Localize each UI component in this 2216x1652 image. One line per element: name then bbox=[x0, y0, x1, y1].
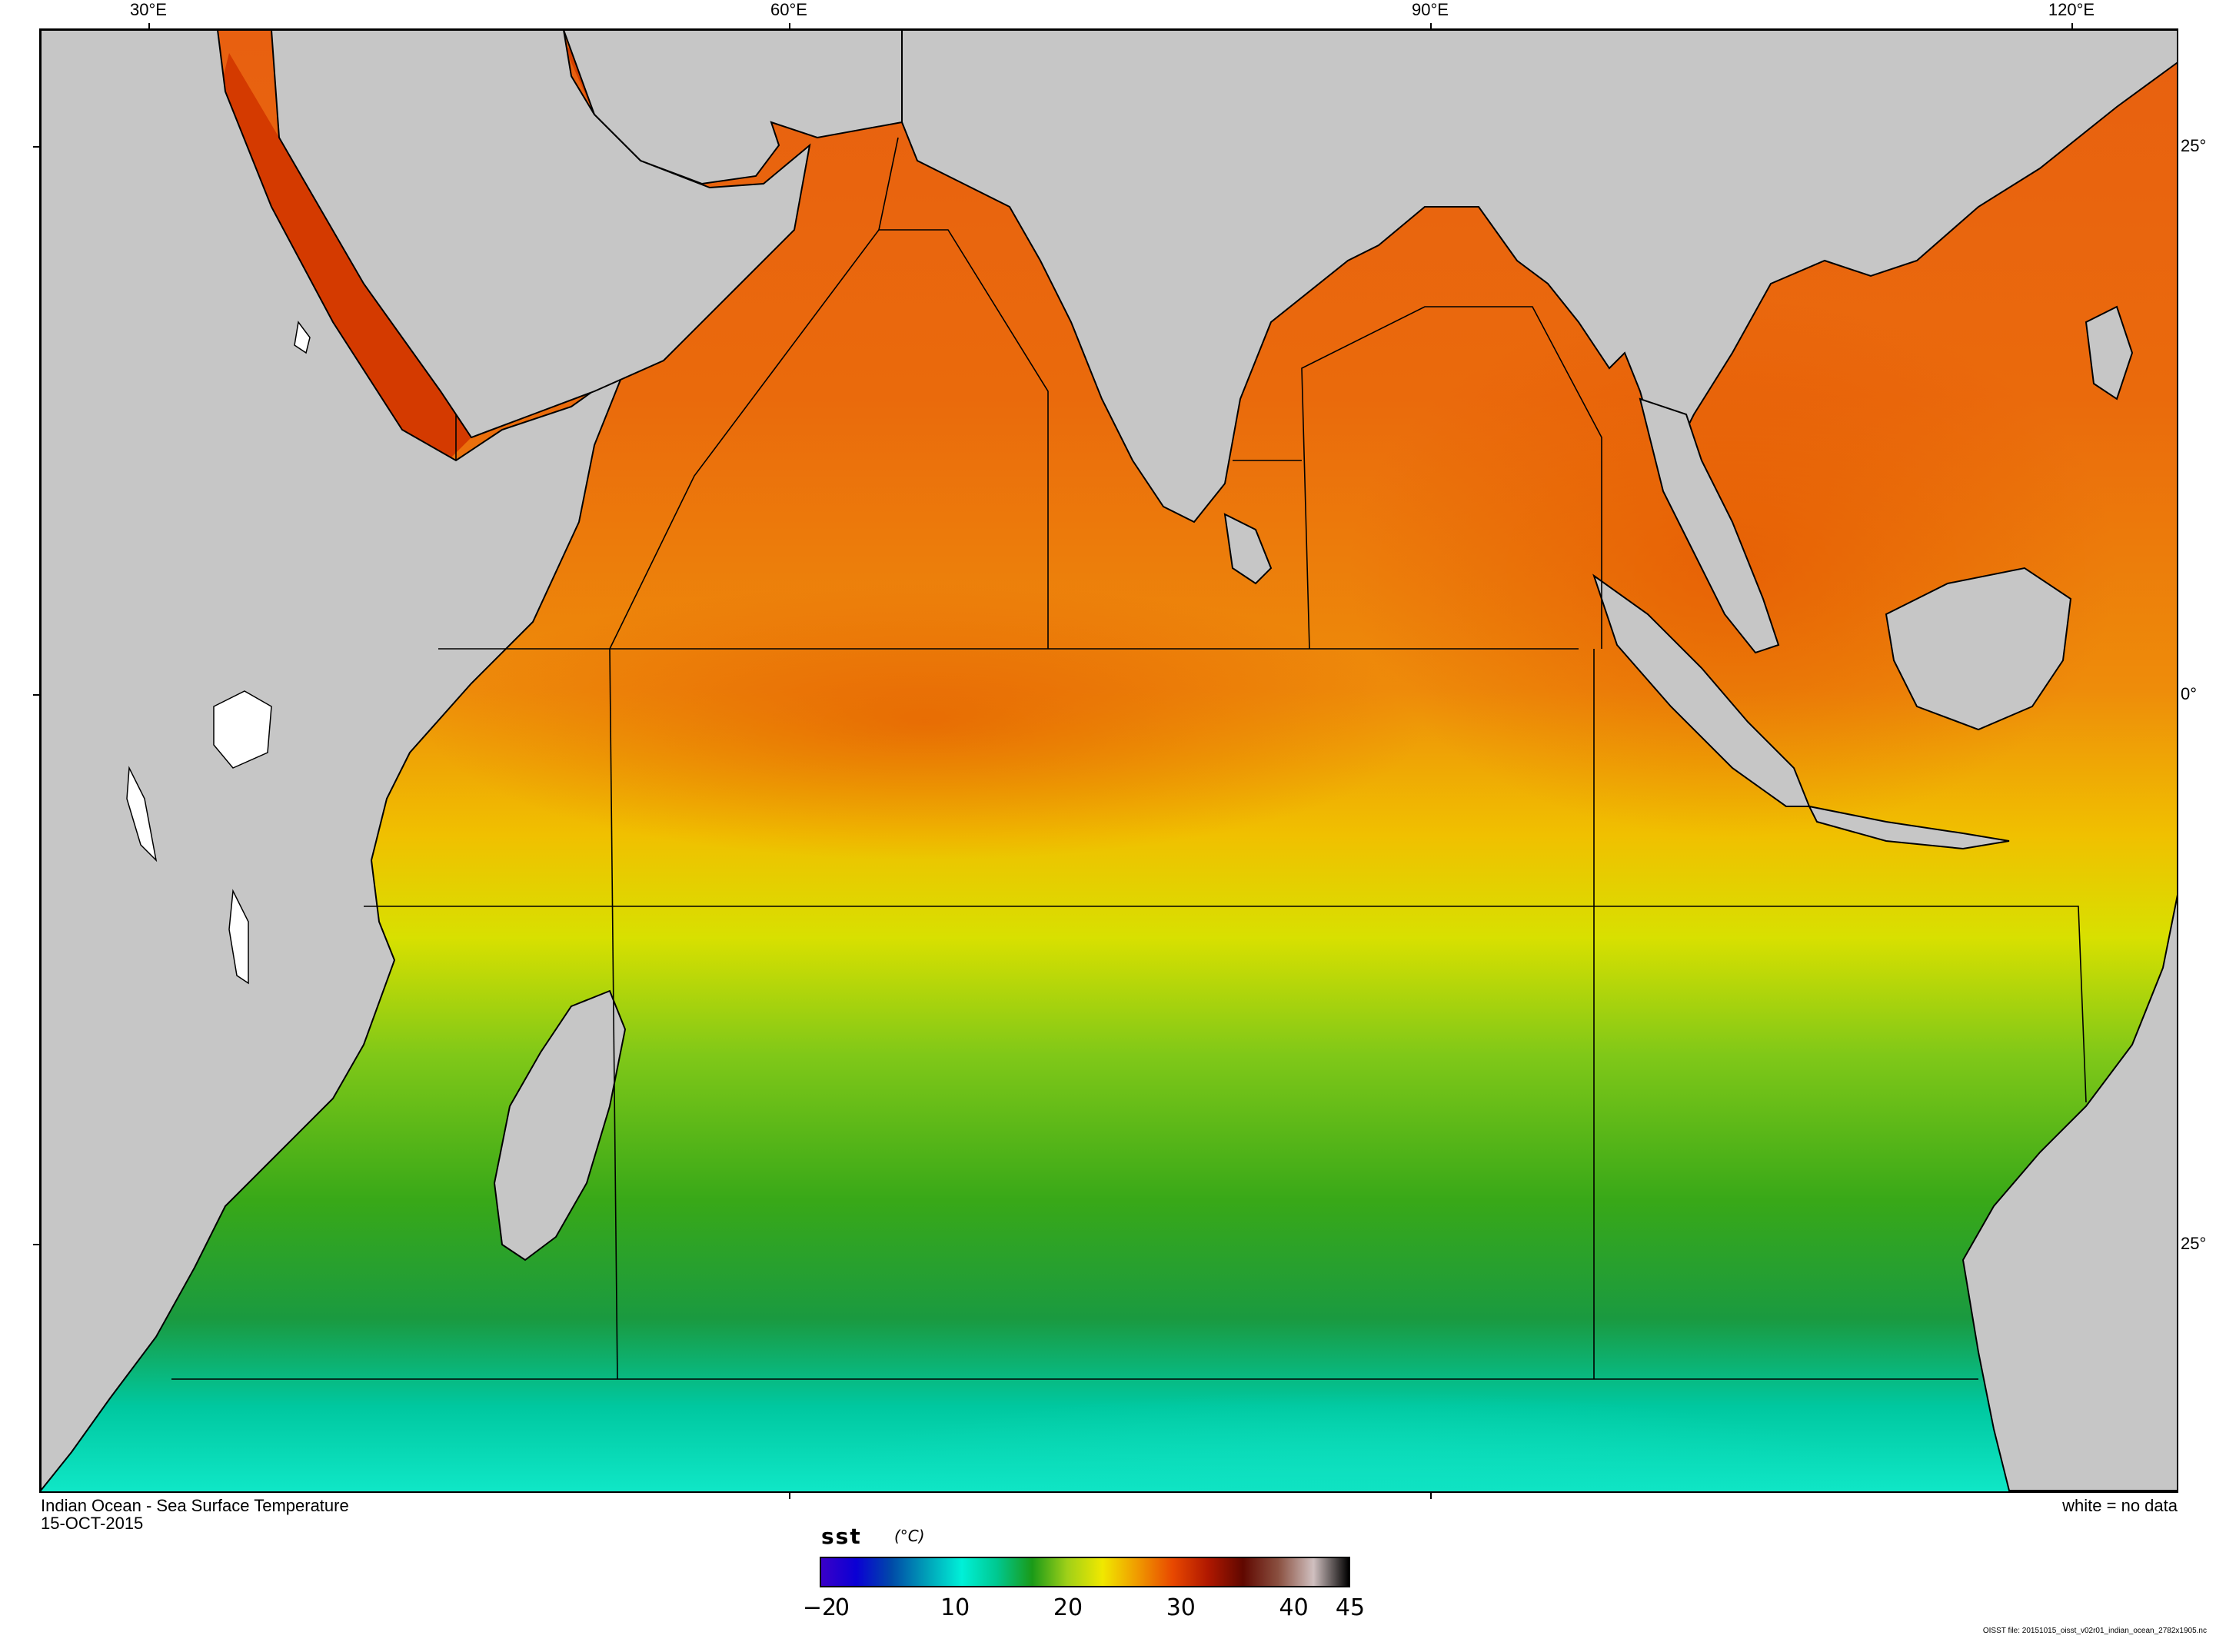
southern-cool-water bbox=[810, 1391, 1886, 1491]
africa bbox=[41, 30, 627, 1491]
colorbar-tick-label: 20 bbox=[1053, 1594, 1083, 1621]
no-data-note: white = no data bbox=[2062, 1496, 2178, 1515]
lon-tick-60e-bottom bbox=[789, 1493, 790, 1499]
colorbar-variable-label: sst bbox=[821, 1524, 862, 1549]
lon-tick-90e bbox=[1430, 23, 1432, 29]
map-title: Indian Ocean - Sea Surface Temperature bbox=[41, 1496, 349, 1515]
latitude-label-north: 25° bbox=[2181, 136, 2207, 155]
region-boundaries bbox=[171, 137, 2087, 1380]
boundary-arabian-sea bbox=[609, 229, 1049, 650]
madagascar bbox=[493, 989, 627, 1261]
colorbar bbox=[820, 1557, 1350, 1587]
lon-tick-120e bbox=[2071, 23, 2073, 29]
no-data-areas bbox=[126, 321, 311, 985]
latitude-label-equator: 0° bbox=[2181, 684, 2198, 703]
colorbar-tick-label: −2 bbox=[802, 1594, 837, 1621]
colorbar-tick-label: 30 bbox=[1166, 1594, 1196, 1621]
colorbar-tick-label: 0 bbox=[834, 1594, 850, 1621]
warm-pool bbox=[425, 583, 1425, 860]
lon-tick-90e-bottom bbox=[1430, 1493, 1432, 1499]
arabian-peninsula bbox=[270, 30, 811, 439]
philippines bbox=[2085, 305, 2134, 401]
colorbar-tick-label: 10 bbox=[940, 1594, 970, 1621]
boundary-arabian-sea-north bbox=[878, 137, 899, 231]
colorbar-units: (°C) bbox=[894, 1527, 925, 1545]
java bbox=[1808, 805, 2010, 850]
lon-tick-30e bbox=[148, 23, 150, 29]
lake-victoria bbox=[213, 690, 272, 769]
red-sea bbox=[218, 53, 471, 460]
longitude-label-30e: 30°E bbox=[130, 0, 167, 19]
asia bbox=[901, 30, 2177, 524]
sri-lanka bbox=[1223, 513, 1273, 585]
colorbar-tick-label: 40 bbox=[1279, 1594, 1309, 1621]
boundary-bay-of-bengal bbox=[1301, 306, 1602, 650]
latitude-label-south: 25° bbox=[2181, 1234, 2207, 1253]
longitude-label-120e: 120°E bbox=[2048, 0, 2095, 19]
lake-tana bbox=[294, 321, 311, 354]
lat-tick-equator-left bbox=[33, 694, 39, 696]
sst-map bbox=[39, 28, 2178, 1493]
source-file-note: OISST file: 20151015_oisst_v02r01_indian… bbox=[1982, 1627, 2207, 1635]
colorbar-tick-label: 45 bbox=[1335, 1594, 1366, 1621]
boundary-central-south bbox=[609, 648, 618, 1380]
lat-tick-north-left bbox=[33, 146, 39, 148]
sst-map-canvas bbox=[41, 30, 2177, 1491]
map-date: 15-OCT-2015 bbox=[41, 1514, 144, 1533]
lat-tick-south-left bbox=[33, 1244, 39, 1245]
lake-malawi bbox=[228, 889, 249, 985]
borneo bbox=[1885, 567, 2072, 731]
land bbox=[41, 30, 2177, 1491]
boundary-south-tropical bbox=[364, 906, 2087, 1103]
longitude-label-60e: 60°E bbox=[770, 0, 807, 19]
lon-tick-60e bbox=[789, 23, 790, 29]
lake-tanganyika bbox=[126, 766, 158, 863]
longitude-label-90e: 90°E bbox=[1412, 0, 1449, 19]
australia bbox=[1961, 894, 2177, 1491]
malay-peninsula bbox=[1639, 397, 1780, 654]
